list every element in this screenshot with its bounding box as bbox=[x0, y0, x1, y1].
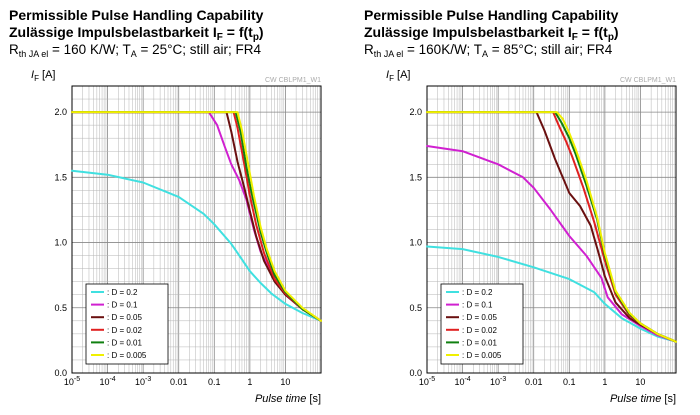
chart-conditions: Rth JA el = 160 K/W; TA = 25°C; still ai… bbox=[9, 42, 261, 59]
plot-frame bbox=[71, 85, 322, 374]
legend: : D = 0.2 : D = 0.1 : D = 0.05 : D = 0.02 : … bbox=[85, 283, 169, 365]
y-tick-label: 1.5 bbox=[54, 172, 67, 182]
legend-label: : D = 0.05 bbox=[107, 313, 142, 322]
title-line2-sub: F bbox=[571, 32, 578, 43]
x-tick-label: 10-3 bbox=[135, 376, 151, 387]
x-tick-label: 10-4 bbox=[99, 376, 115, 387]
title-line2-tail: = f(t bbox=[577, 24, 608, 40]
title-line2-text: Zulässige Impulsbelastbarkeit I bbox=[364, 24, 572, 40]
legend-box bbox=[85, 283, 169, 365]
y-tick-label: 0.5 bbox=[409, 303, 422, 313]
chart-title-line1: Permissible Pulse Handling Capability bbox=[9, 7, 264, 23]
y-tick-label: 0.5 bbox=[54, 303, 67, 313]
cond-sub: th JA el bbox=[373, 49, 404, 59]
legend-label: : D = 0.05 bbox=[462, 313, 497, 322]
chart-title-line2: Zulässige Impulsbelastbarkeit IF = f(tp) bbox=[9, 24, 264, 43]
x-axis-label: Pulse time [s] bbox=[610, 393, 676, 405]
cond-prefix: R bbox=[9, 42, 19, 57]
legend-label: : D = 0.005 bbox=[107, 351, 147, 360]
series-line bbox=[71, 111, 322, 322]
x-tick-label: 0.01 bbox=[525, 377, 543, 387]
chart-code-label: CW CBLPM1_W1 bbox=[265, 77, 321, 84]
y-tick-label: 1.0 bbox=[54, 238, 67, 248]
y-tick-label: 2.0 bbox=[54, 107, 67, 117]
cond-tail: = 25°C; still air; FR4 bbox=[136, 42, 262, 57]
cond-sub2: A bbox=[130, 49, 137, 59]
chart-conditions: Rth JA el = 160K/W; TA = 85°C; still air… bbox=[364, 42, 612, 59]
legend-box bbox=[440, 283, 524, 365]
legend-label: : D = 0.1 bbox=[107, 301, 138, 310]
legend-label: : D = 0.02 bbox=[107, 326, 142, 335]
x-axis-label: Pulse time [s] bbox=[255, 393, 321, 405]
x-tick-label: 10-4 bbox=[454, 376, 470, 387]
y-tick-label: 0.0 bbox=[409, 368, 422, 378]
cond-text: = 160 K/W; T bbox=[48, 42, 131, 57]
cond-sub2: A bbox=[481, 49, 488, 59]
title-line2-tail: = f(t bbox=[222, 24, 253, 40]
legend-label: : D = 0.01 bbox=[462, 338, 497, 347]
x-tick-label: 1 bbox=[602, 377, 607, 387]
title-line2-sub2: p bbox=[607, 32, 614, 43]
x-tick-label: 0.01 bbox=[170, 377, 188, 387]
y-axis-label: IF [A] bbox=[386, 69, 410, 83]
cond-tail: = 85°C; still air; FR4 bbox=[487, 42, 613, 57]
legend-label: : D = 0.005 bbox=[462, 351, 502, 360]
cond-text: = 160K/W; T bbox=[403, 42, 482, 57]
series-line bbox=[426, 111, 677, 343]
y-tick-label: 2.0 bbox=[409, 107, 422, 117]
x-tick-label: 10-5 bbox=[64, 376, 80, 387]
legend-label: : D = 0.1 bbox=[462, 301, 493, 310]
series-line bbox=[426, 245, 677, 343]
legend-label: : D = 0.2 bbox=[107, 288, 138, 297]
y-tick-label: 1.0 bbox=[409, 238, 422, 248]
title-line2-end: ) bbox=[613, 24, 619, 40]
x-tick-label: 10-3 bbox=[490, 376, 506, 387]
x-tick-label: 10-5 bbox=[419, 376, 435, 387]
chart-panel-left: Permissible Pulse Handling Capability Zu… bbox=[9, 7, 322, 405]
legend-label: : D = 0.02 bbox=[462, 326, 497, 335]
title-line2-sub: F bbox=[216, 32, 223, 43]
legend-label: : D = 0.2 bbox=[462, 288, 493, 297]
legend: : D = 0.2 : D = 0.1 : D = 0.05 : D = 0.02 : … bbox=[440, 283, 524, 365]
title-line2-end: ) bbox=[258, 24, 264, 40]
chart-title-line2: Zulässige Impulsbelastbarkeit IF = f(tp) bbox=[364, 24, 619, 43]
y-axis-label: IF [A] bbox=[31, 69, 55, 83]
chart-code-label: CW CBLPM1_W1 bbox=[620, 77, 676, 84]
legend-label: : D = 0.01 bbox=[107, 338, 142, 347]
chart-svg-left: 0.0 0.5 1.0 1.5 2.0 10-5 10-4 10-3 0.01 0.1 1 10 CW … bbox=[31, 69, 322, 405]
x-tick-label: 0.1 bbox=[208, 377, 221, 387]
plot-frame bbox=[426, 85, 677, 374]
x-tick-label: 10 bbox=[635, 377, 645, 387]
series-line bbox=[71, 169, 322, 322]
x-tick-label: 10 bbox=[280, 377, 290, 387]
title-line2-text: Zulässige Impulsbelastbarkeit I bbox=[9, 24, 217, 40]
title-line2-sub2: p bbox=[252, 32, 259, 43]
y-tick-label: 0.0 bbox=[54, 368, 67, 378]
chart-panel-right: Permissible Pulse Handling Capability Zu… bbox=[355, 0, 700, 415]
chart-svg-right: 0.0 0.5 1.0 1.5 2.0 10-5 10-4 10-3 0.01 0.1 1 10 CW … bbox=[386, 69, 677, 405]
series-line bbox=[426, 111, 677, 343]
cond-prefix: R bbox=[364, 42, 374, 57]
y-tick-label: 1.5 bbox=[409, 172, 422, 182]
chart-title-line1: Permissible Pulse Handling Capability bbox=[364, 7, 619, 23]
x-tick-label: 0.1 bbox=[563, 377, 576, 387]
cond-sub: th JA el bbox=[18, 49, 49, 59]
series-line bbox=[426, 145, 677, 343]
x-tick-label: 1 bbox=[247, 377, 252, 387]
